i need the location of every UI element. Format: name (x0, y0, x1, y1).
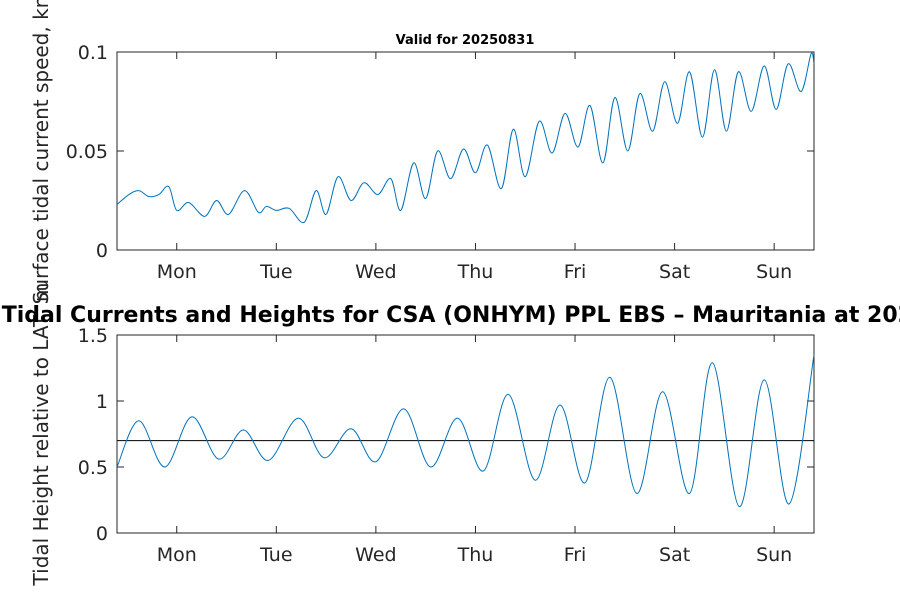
tidal-height-x-tick-label: Wed (355, 544, 396, 566)
current-speed-series-line (116, 52, 815, 224)
current-speed-x-tick-label: Sun (756, 261, 792, 283)
tidal-height-y-ticks: 0 0.5 1 1.5 (78, 325, 814, 545)
tidal-height-x-tick-label: Thu (457, 544, 494, 566)
tidal-height-x-tick-label: Mon (157, 544, 197, 566)
current-speed-y-tick-label: 0 (96, 240, 108, 262)
current-speed-x-tick-label: Tue (259, 261, 292, 283)
current-speed-x-tick-label: Sat (659, 261, 690, 283)
current-speed-y-tick-label: 0.1 (78, 42, 108, 64)
current-speed-x-tick-label: Wed (355, 261, 396, 283)
current-speed-x-ticks: Mon Tue Wed Thu Fri Sat Sun (157, 52, 792, 283)
tidal-height-x-tick-label: Sun (756, 544, 792, 566)
tidal-height-y-tick-label: 0 (96, 523, 108, 545)
tidal-height-series-line (116, 354, 815, 508)
current-speed-x-tick-label: Thu (457, 261, 494, 283)
tidal-height-x-tick-label: Tue (259, 544, 292, 566)
tidal-height-y-tick-label: 0.5 (78, 457, 108, 479)
tidal-height-y-tick-label: 1.5 (78, 325, 108, 347)
tidal-height-plot-area (116, 334, 815, 534)
tidal-height-x-ticks: Mon Tue Wed Thu Fri Sat Sun (157, 335, 792, 566)
tidal-height-x-tick-label: Sat (659, 544, 690, 566)
current-speed-y-axis-label: Surface tidal current speed, kn (29, 0, 53, 304)
tidal-height-axes: 0 0.5 1 1.5 Mon Tue Wed Thu Fri Sat Sun Tidal Hei… (29, 283, 815, 587)
current-speed-y-tick-label: 0.05 (66, 141, 108, 163)
tidal-height-y-tick-label: 1 (96, 391, 108, 413)
tidal-height-x-tick-label: Fri (564, 544, 587, 566)
current-speed-x-tick-label: Fri (564, 261, 587, 283)
current-speed-axes: 0 0.05 0.1 Mon Tue Wed Thu Fri Sat Sun Valid for… (29, 0, 815, 304)
main-chart-title: Tidal Currents and Heights for CSA (ONHY… (2, 303, 900, 328)
current-speed-x-tick-label: Mon (157, 261, 197, 283)
current-speed-y-ticks: 0 0.05 0.1 (66, 42, 814, 262)
current-speed-title: Valid for 20250831 (396, 33, 535, 48)
tidal-height-y-axis-label: Tidal Height relative to LAT, m (29, 283, 53, 587)
